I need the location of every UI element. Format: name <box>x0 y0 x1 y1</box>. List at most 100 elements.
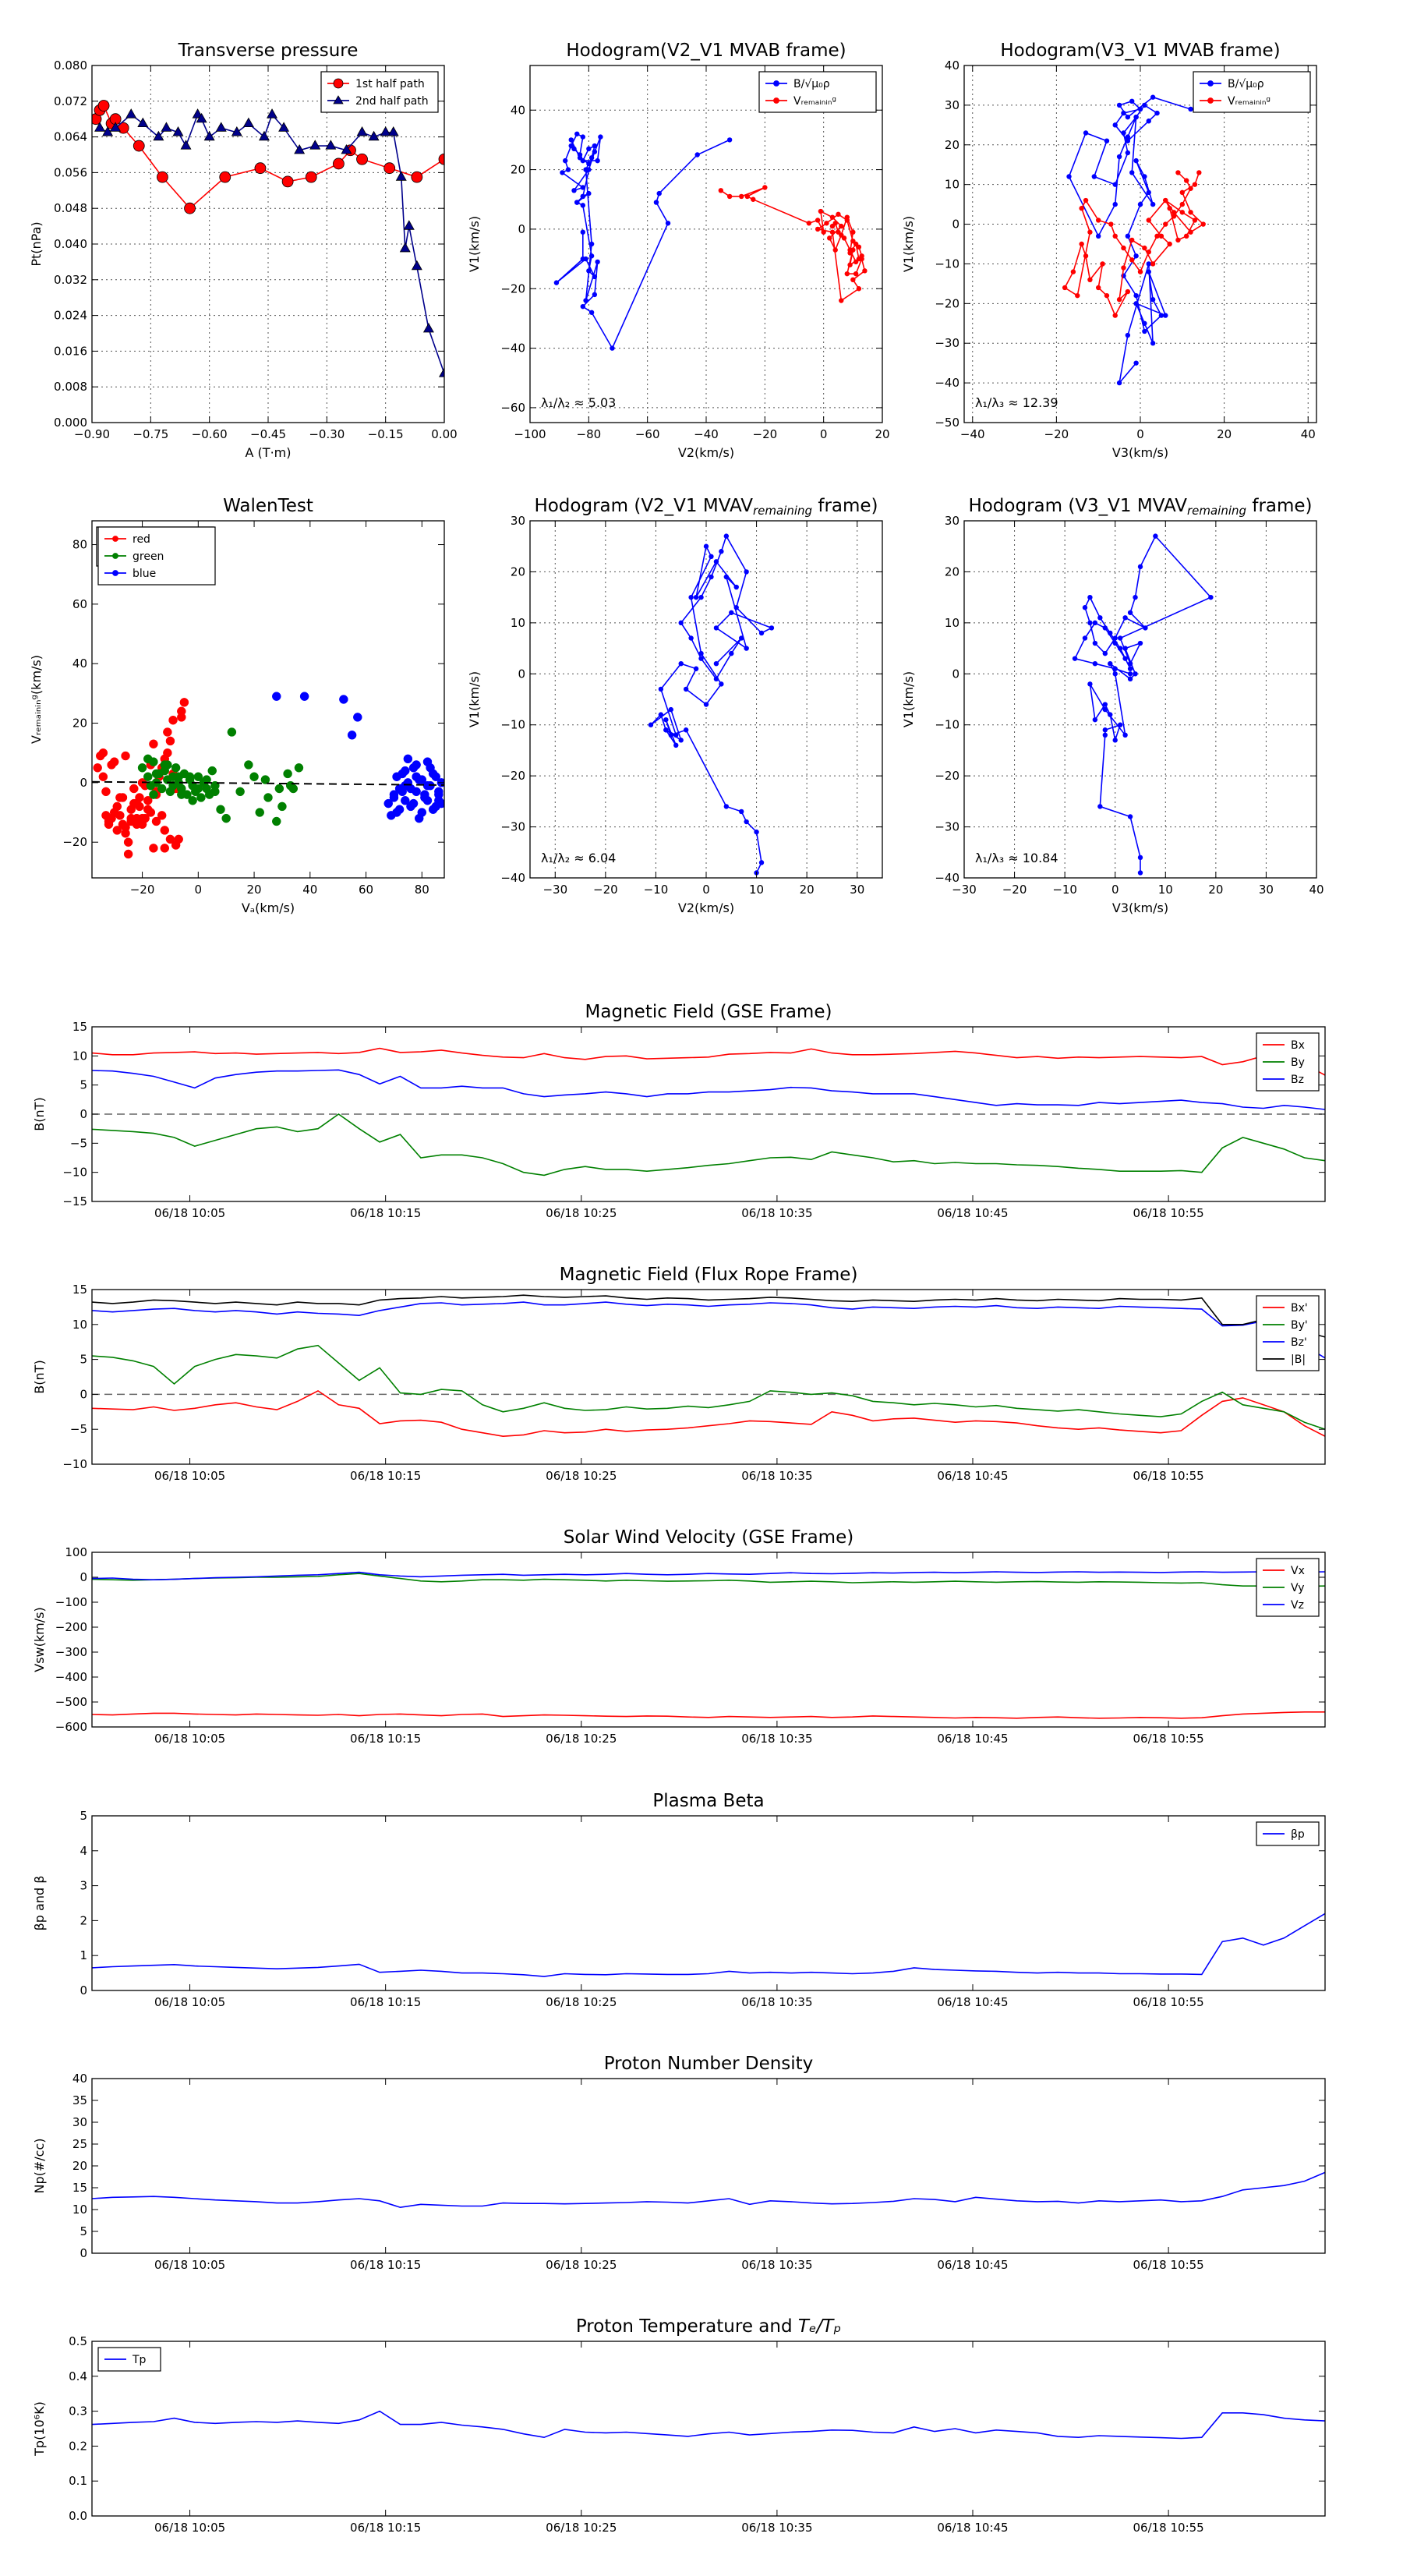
y-tick-label: 0.4 <box>69 2369 87 2383</box>
data-point <box>177 790 186 799</box>
chart-title-text: WalenTest <box>223 496 313 516</box>
legend-label: |B| <box>1291 1353 1306 1366</box>
data-point <box>1146 269 1151 274</box>
data-point <box>859 253 864 259</box>
y-tick-label: −500 <box>55 1695 87 1709</box>
legend-label: Bz' <box>1291 1336 1307 1349</box>
data-point <box>1133 157 1139 164</box>
data-point <box>1087 229 1093 235</box>
chart-title-text: Hodogram(V3_V1 MVAB frame) <box>1000 41 1280 61</box>
data-point <box>101 811 111 820</box>
x-tick-label: −10 <box>644 883 669 897</box>
data-point <box>588 253 595 259</box>
series-line-2 <box>720 186 866 302</box>
x-tick-label: −40 <box>694 427 719 441</box>
data-point <box>663 717 669 723</box>
x-axis-label: V3(km/s) <box>1112 445 1168 460</box>
legend-label: green <box>133 550 164 563</box>
y-axis-label: Np(#/cc) <box>32 2139 47 2194</box>
data-point <box>683 727 689 733</box>
data-point <box>592 149 598 154</box>
data-point <box>149 739 158 748</box>
data-point <box>839 223 844 229</box>
data-point <box>219 171 231 183</box>
chart-vsw: 06/18 10:05 06/18 10:15 06/18 10:25 06/18 1… <box>32 1527 1326 1746</box>
data-point <box>188 796 197 805</box>
y-tick-label: 40 <box>945 58 959 73</box>
data-point <box>1097 804 1103 809</box>
data-point <box>1108 712 1113 717</box>
y-tick-label: 0.032 <box>54 273 87 287</box>
data-point <box>1150 297 1156 303</box>
y-tick-label: 0 <box>80 776 87 790</box>
data-point <box>1102 650 1108 656</box>
y-tick-label: 20 <box>511 163 525 177</box>
x-tick-label: 80 <box>415 883 429 897</box>
data-point <box>1083 130 1089 136</box>
y-tick-label: −40 <box>500 341 525 356</box>
data-point <box>739 635 744 641</box>
data-point <box>1179 201 1186 207</box>
x-tick-label: −0.30 <box>309 427 345 441</box>
plot-frame <box>91 1552 1326 1728</box>
x-tick-label: 06/18 10:25 <box>546 2258 617 2272</box>
data-point <box>392 772 401 781</box>
data-point <box>1188 229 1193 235</box>
data-point <box>341 143 352 154</box>
data-point <box>1095 218 1101 223</box>
data-point <box>577 152 583 157</box>
x-tick-label: 0 <box>820 427 828 441</box>
data-point <box>210 787 220 797</box>
data-point <box>1125 134 1131 140</box>
chart-title-end: frame) <box>812 496 878 516</box>
data-point <box>299 692 309 701</box>
data-point <box>272 692 281 701</box>
legend-label: Bx <box>1291 1039 1305 1052</box>
data-point <box>231 126 242 136</box>
y-tick-label: 10 <box>511 616 525 630</box>
data-point <box>719 549 724 554</box>
y-tick-label: −40 <box>935 376 959 390</box>
y-tick-label: 0.1 <box>69 2474 87 2488</box>
y-tick-label: 0.2 <box>69 2439 87 2453</box>
data-point <box>196 793 206 802</box>
data-point <box>1112 666 1118 671</box>
data-point <box>583 298 588 303</box>
data-point <box>399 242 411 253</box>
y-tick-label: 30 <box>72 2115 87 2129</box>
legend-label: Bz <box>1291 1074 1304 1086</box>
data-point <box>207 766 217 776</box>
chart-title: Hodogram(V3_V1 MVAB frame) <box>1000 41 1280 61</box>
data-point <box>1127 814 1133 819</box>
data-point <box>383 798 394 809</box>
y-tick-label: −50 <box>935 416 959 430</box>
data-point <box>132 798 142 809</box>
x-tick-label: 06/18 10:55 <box>1133 1206 1203 1220</box>
data-point <box>709 574 714 580</box>
data-point <box>580 157 585 164</box>
y-tick-label: 0.0 <box>69 2509 87 2523</box>
data-point <box>168 780 178 791</box>
data-point <box>1188 106 1193 112</box>
data-point <box>1082 635 1088 641</box>
data-point <box>1163 221 1168 227</box>
data-point <box>294 143 306 154</box>
plot-area <box>1062 94 1206 386</box>
data-point <box>1117 646 1123 651</box>
legend-label: Vᵣₑₘₐᵢₙᵢₙᵍ <box>1228 95 1270 108</box>
data-point <box>1092 661 1098 667</box>
y-tick-label: 25 <box>72 2137 87 2151</box>
data-point <box>110 122 122 132</box>
data-point <box>255 808 264 817</box>
data-point <box>156 171 168 183</box>
y-tick-label: −40 <box>500 871 525 885</box>
data-point <box>283 769 292 779</box>
legend-box <box>1193 71 1311 113</box>
y-tick-label: 30 <box>511 514 525 528</box>
data-point <box>703 702 709 707</box>
data-point <box>1072 656 1078 661</box>
data-point <box>121 829 130 838</box>
x-tick-label: 06/18 10:25 <box>546 1995 617 2009</box>
data-point <box>184 202 196 214</box>
y-tick-label: 0.000 <box>54 416 87 430</box>
